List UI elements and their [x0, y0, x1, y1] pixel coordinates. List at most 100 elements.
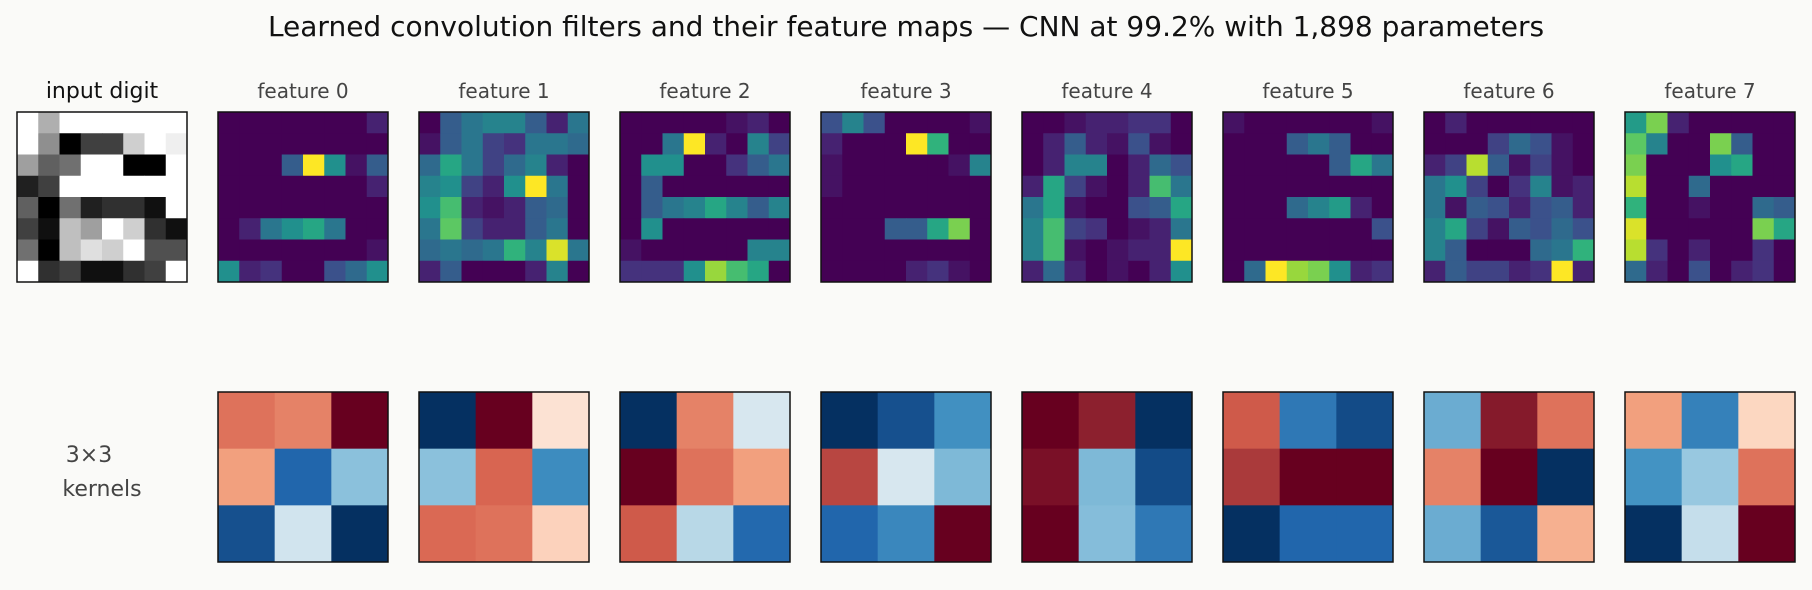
feature-6-cell-3-4: [1509, 175, 1531, 198]
feature-1-cell-3-5: [525, 175, 547, 198]
input-digit-cell-5-6: [144, 218, 167, 240]
feature-4-cell-6-1: [1043, 239, 1065, 262]
feature-4-cell-3-0: [1022, 175, 1044, 198]
feature-3-cell-4-4: [906, 197, 928, 219]
input-digit-cell-0-7: [165, 112, 188, 134]
kernels-row: 3×3 kernels: [62, 391, 1796, 563]
feature-0-cell-3-1: [239, 175, 261, 198]
feature-1-cell-4-3: [482, 197, 505, 219]
feature-5-cell-0-5: [1329, 112, 1351, 134]
feature-6-cell-6-3: [1487, 239, 1510, 262]
feature-7-cell-0-5: [1731, 112, 1753, 134]
feature-3-cell-5-4: [906, 218, 928, 240]
feature-1-cell-7-5: [525, 260, 547, 283]
feature-5-cell-7-4: [1308, 260, 1330, 283]
feature-0-cell-2-7: [366, 154, 389, 177]
feature-0-cell-5-3: [281, 218, 304, 240]
kernel-4-cell-0-1: [1078, 392, 1136, 450]
feature-6-cell-7-2: [1466, 260, 1489, 283]
feature-6-cell-0-3: [1487, 112, 1510, 134]
feature-4-cell-5-7: [1170, 218, 1193, 240]
feature-7-cell-3-6: [1752, 175, 1775, 198]
feature-2-cell-5-3: [683, 218, 706, 240]
feature-6-cell-0-5: [1530, 112, 1552, 134]
feature-3-cell-7-0: [821, 260, 843, 283]
feature-1-cell-6-7: [567, 239, 590, 262]
feature-2-cell-2-3: [683, 154, 706, 177]
feature-1-cell-1-7: [567, 133, 590, 155]
feature-1-cell-5-7: [567, 218, 590, 240]
feature-1-cell-2-3: [482, 154, 505, 177]
feature-3-cell-3-6: [948, 175, 971, 198]
feature-2-cell-2-2: [662, 154, 685, 177]
feature-1-cell-1-2: [461, 133, 484, 155]
feature-5-cell-1-7: [1371, 133, 1394, 155]
feature-4-cell-1-2: [1064, 133, 1087, 155]
feature-1-cell-0-0: [419, 112, 441, 134]
feature-0-cell-3-0: [218, 175, 240, 198]
feature-3-cell-1-7: [969, 133, 992, 155]
kernel-6-cell-0-0: [1424, 392, 1482, 450]
feature-3-cell-3-7: [969, 175, 992, 198]
feature-6-cell-7-0: [1424, 260, 1446, 283]
feature-6-cell-2-4: [1509, 154, 1531, 177]
feature-3-cell-4-7: [969, 197, 992, 219]
feature-3-cell-0-4: [906, 112, 928, 134]
feature-7-cell-5-7: [1773, 218, 1796, 240]
feature-7-cell-7-2: [1667, 260, 1690, 283]
feature-5-cell-6-0: [1223, 239, 1245, 262]
feature-2-cell-7-4: [705, 260, 727, 283]
feature-6-cell-0-7: [1572, 112, 1595, 134]
feature-0-cell-1-1: [239, 133, 261, 155]
feature-0-cell-7-1: [239, 260, 261, 283]
feature-0-cell-1-3: [281, 133, 304, 155]
feature-6-cell-4-5: [1530, 197, 1552, 219]
feature-7-cell-7-7: [1773, 260, 1796, 283]
feature-4-cell-2-0: [1022, 154, 1044, 177]
feature-3-cell-6-3: [884, 239, 907, 262]
feature-4-cell-3-4: [1107, 175, 1129, 198]
feature-6-cell-0-4: [1509, 112, 1531, 134]
feature-7-cell-0-4: [1710, 112, 1732, 134]
feature-3-cell-1-5: [927, 133, 949, 155]
feature-4-cell-2-7: [1170, 154, 1193, 177]
feature-1-cell-1-1: [440, 133, 462, 155]
input-digit-cell-4-0: [17, 197, 39, 219]
feature-6-cell-1-0: [1424, 133, 1446, 155]
feature-6-frame: [1423, 111, 1595, 283]
input-digit-cell-1-6: [144, 133, 167, 155]
feature-6-cell-5-1: [1445, 218, 1467, 240]
feature-6-cell-6-0: [1424, 239, 1446, 262]
feature-0-cell-4-0: [218, 197, 240, 219]
feature-4-cell-7-4: [1107, 260, 1129, 283]
kernel-5-cell-0-0: [1223, 392, 1281, 450]
feature-2-cell-5-6: [747, 218, 770, 240]
feature-2-cell-1-4: [705, 133, 727, 155]
feature-6-cell-5-6: [1551, 218, 1574, 240]
input-digit-cell-2-6: [144, 154, 167, 177]
input-digit-cell-1-5: [123, 133, 145, 155]
feature-1-cell-1-3: [482, 133, 505, 155]
feature-2-cell-2-5: [726, 154, 748, 177]
feature-2-cell-2-0: [620, 154, 642, 177]
feature-0-cell-3-5: [324, 175, 346, 198]
feature-1-cell-6-0: [419, 239, 441, 262]
kernel-6-cell-1-1: [1480, 448, 1538, 506]
feature-5-cell-6-7: [1371, 239, 1394, 262]
feature-4-cell-4-6: [1149, 197, 1172, 219]
feature-2-cell-0-4: [705, 112, 727, 134]
feature-2-cell-4-6: [747, 197, 770, 219]
feature-7-cell-5-6: [1752, 218, 1775, 240]
feature-2-cell-6-2: [662, 239, 685, 262]
input-digit-cell-6-3: [80, 239, 103, 262]
kernel-5-frame: [1222, 391, 1394, 563]
feature-4-cell-0-2: [1064, 112, 1087, 134]
kernel-0-cell-2-2: [331, 505, 389, 563]
input-digit-cell-0-4: [102, 112, 124, 134]
feature-1-cell-5-4: [504, 218, 526, 240]
kernel-4-cell-0-0: [1022, 392, 1080, 450]
input-digit-cell-3-0: [17, 175, 39, 198]
feature-4-cell-1-4: [1107, 133, 1129, 155]
feature-4-cell-3-1: [1043, 175, 1065, 198]
feature-0-cell-4-6: [345, 197, 368, 219]
